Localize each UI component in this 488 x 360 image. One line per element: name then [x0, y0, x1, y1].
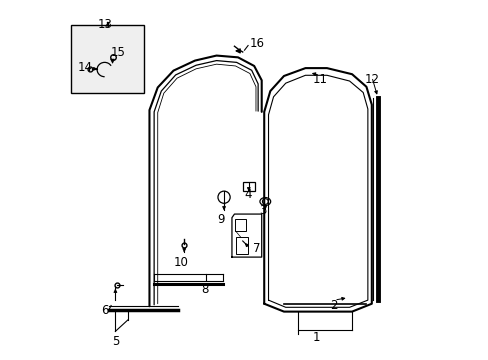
- Text: 14: 14: [78, 60, 93, 73]
- Text: 6: 6: [102, 305, 109, 318]
- Text: 1: 1: [312, 330, 319, 343]
- Text: 2: 2: [330, 299, 337, 312]
- Text: 7: 7: [253, 242, 260, 255]
- Text: 10: 10: [173, 256, 188, 269]
- Text: 9: 9: [217, 213, 224, 226]
- Text: 13: 13: [98, 18, 113, 31]
- Text: 11: 11: [312, 73, 326, 86]
- Text: 15: 15: [111, 46, 125, 59]
- Text: 5: 5: [111, 335, 119, 348]
- Text: 4: 4: [244, 188, 251, 201]
- Text: 3: 3: [259, 204, 266, 217]
- Text: 12: 12: [364, 73, 379, 86]
- Text: 16: 16: [249, 37, 264, 50]
- FancyBboxPatch shape: [71, 25, 144, 93]
- Text: 8: 8: [201, 283, 208, 296]
